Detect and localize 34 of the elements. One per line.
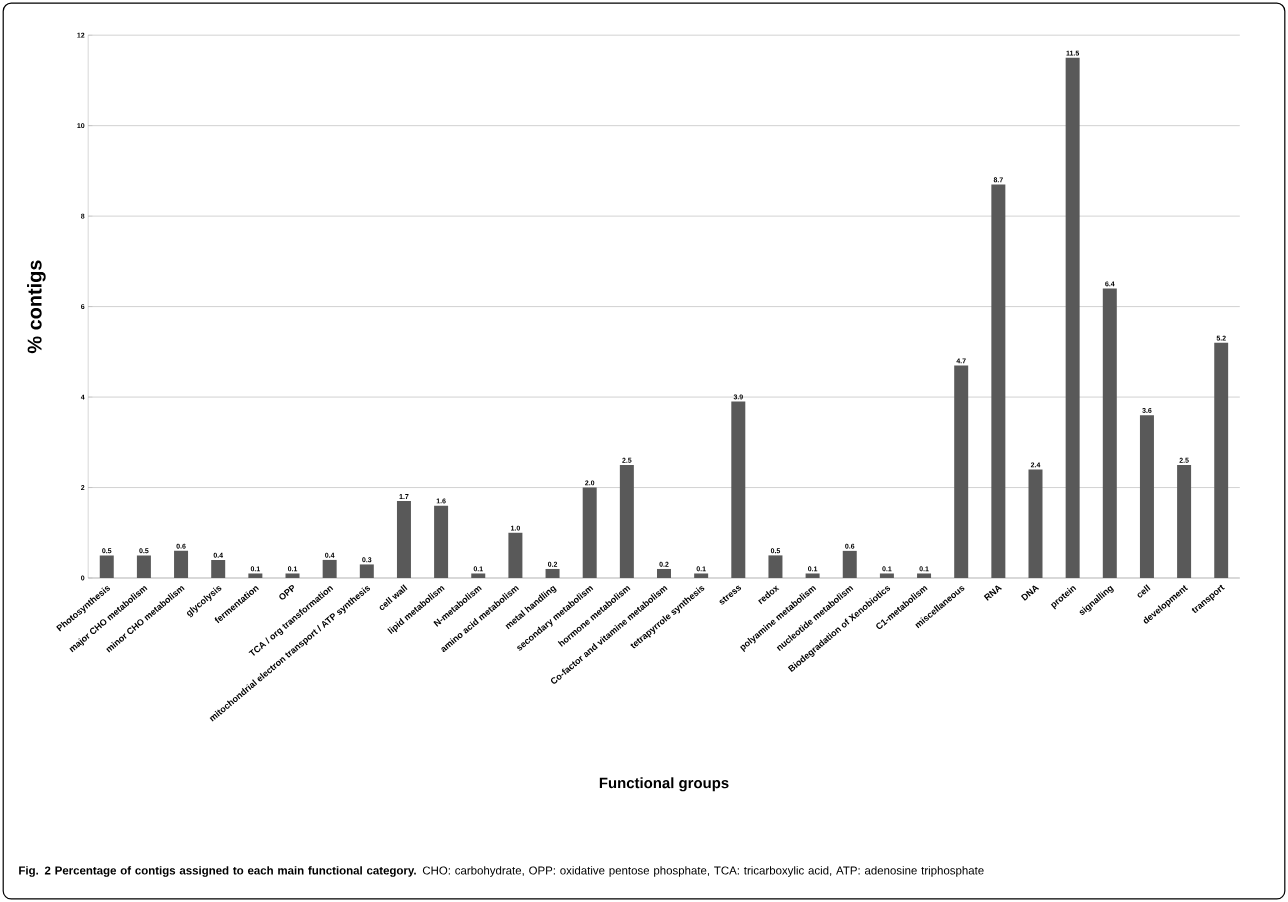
- bar: [991, 184, 1006, 578]
- bar: [954, 365, 969, 578]
- bar: [1214, 342, 1229, 578]
- bar: [211, 559, 226, 578]
- bar: [1139, 415, 1154, 578]
- bar: [434, 505, 449, 578]
- bar: [322, 559, 337, 578]
- bar: [174, 550, 189, 578]
- bar: [1028, 469, 1043, 578]
- bar: [768, 555, 783, 578]
- bar: [99, 555, 114, 578]
- bar: [1065, 57, 1080, 578]
- bar: [471, 573, 486, 578]
- bar: [545, 568, 560, 578]
- bar: [582, 487, 597, 578]
- bar: [694, 573, 709, 578]
- bar: [136, 555, 151, 578]
- bar: [879, 573, 894, 578]
- bar: [508, 532, 523, 578]
- bar: [657, 568, 671, 578]
- y-axis-title: % contigs: [27, 260, 46, 354]
- x-axis-title: Functional groups: [599, 777, 729, 792]
- bar: [917, 573, 932, 578]
- bar: [731, 401, 746, 578]
- bar: [359, 564, 374, 578]
- bar: [805, 573, 820, 578]
- bar: [396, 501, 411, 578]
- bar: [619, 464, 634, 578]
- text: Fig. 2 Percentage of contigs assigned to each main functional category. CHO: carbohydrate, OPP: oxidative pentose phosphate, TCA: tricarboxylic acid, ATP: adenosine triphosphate: [19, 866, 984, 877]
- bar: [248, 573, 263, 578]
- bar: [842, 550, 857, 578]
- bar: [1102, 288, 1117, 578]
- bar: [285, 573, 300, 578]
- bar: [1177, 464, 1192, 578]
